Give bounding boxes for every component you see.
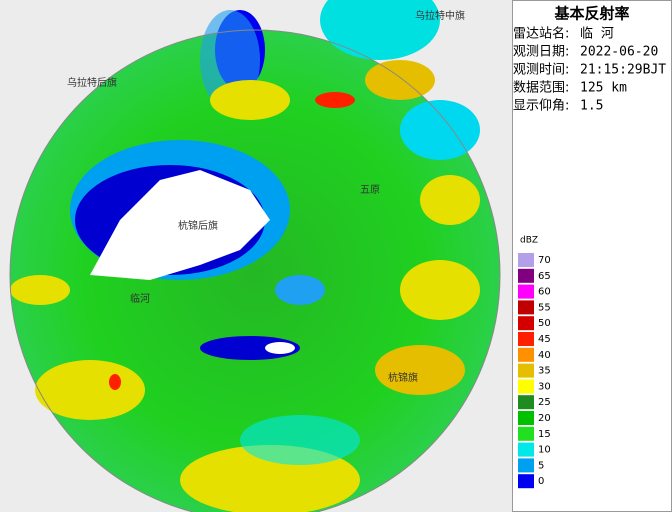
radar-map: 乌拉特中旗 乌拉特后旗 杭锦后旗 五原 临河 杭锦旗: [0, 0, 512, 512]
info-value: 125 km: [580, 81, 627, 96]
legend-swatch: [518, 442, 534, 457]
legend-label: 60: [538, 287, 551, 298]
legend-label: 20: [538, 413, 551, 424]
info-label: 雷达站名:: [513, 26, 569, 42]
legend-label: 25: [538, 397, 551, 408]
legend-swatch: [518, 474, 534, 489]
legend-swatch: [518, 426, 534, 441]
legend-label: 0: [538, 476, 544, 487]
info-value: 2022-06-20: [580, 45, 658, 60]
legend-swatch: [518, 379, 534, 394]
legend-label: 65: [538, 271, 551, 282]
legend-swatch: [518, 395, 534, 410]
legend-label: 10: [538, 445, 551, 456]
legend-label: 50: [538, 318, 551, 329]
legend-label: 40: [538, 350, 551, 361]
info-label: 数据范围:: [513, 81, 569, 96]
legend-swatch: [518, 332, 534, 346]
place-label: 乌拉特后旗: [67, 76, 117, 89]
legend-label: 45: [538, 334, 551, 345]
legend-label: 55: [538, 302, 551, 313]
place-label: 五原: [360, 184, 380, 196]
legend-swatch: [518, 411, 534, 425]
legend-swatch: [518, 253, 534, 267]
panel-title: 基本反射率: [553, 5, 629, 23]
legend-swatch: [518, 347, 534, 362]
legend-swatch: [518, 458, 534, 473]
info-value: 1.5: [580, 99, 603, 114]
legend-swatch: [518, 316, 534, 331]
info-value: 21:15:29BJT: [580, 63, 666, 78]
legend-label: 15: [538, 429, 551, 440]
legend-label: 70: [538, 255, 551, 266]
echo: [10, 0, 500, 512]
info-value: 临 河: [580, 27, 614, 42]
place-label: 临河: [130, 292, 150, 305]
legend-swatch: [518, 363, 534, 378]
place-label: 乌拉特中旗: [415, 9, 465, 22]
range-ring: [9, 29, 501, 512]
place-label: 杭锦旗: [388, 371, 418, 384]
info-label: 显示仰角:: [513, 99, 569, 114]
info-label: 观测时间:: [513, 63, 569, 78]
place-label: 杭锦后旗: [178, 219, 218, 232]
legend-swatch: [518, 284, 534, 299]
legend-label: 35: [538, 366, 551, 377]
legend-swatch: [518, 300, 534, 315]
legend-unit: dBZ: [520, 236, 538, 246]
legend-swatch: [518, 268, 534, 283]
legend-label: 5: [538, 460, 544, 471]
info-label: 观测日期:: [513, 45, 569, 60]
legend-label: 30: [538, 381, 551, 392]
